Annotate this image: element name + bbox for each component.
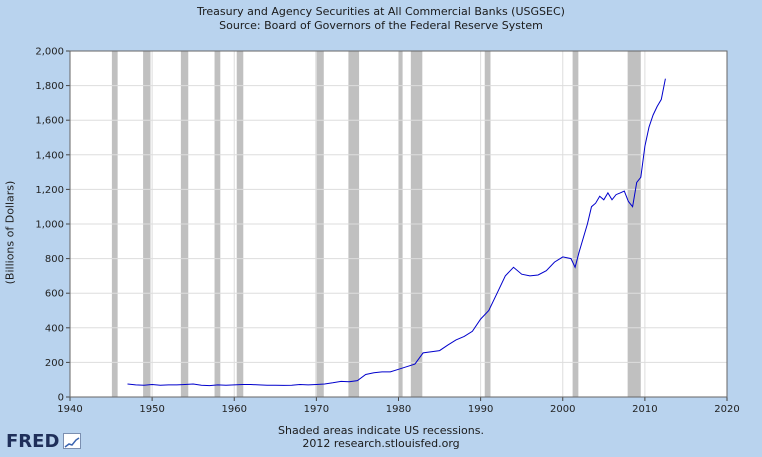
y-tick-label: 400 xyxy=(45,323,64,334)
x-tick-label: 1990 xyxy=(468,404,493,415)
y-tick-label: 1,400 xyxy=(35,150,64,161)
x-tick-label: 2000 xyxy=(550,404,575,415)
y-tick-label: 0 xyxy=(58,393,64,404)
chart-title: Treasury and Agency Securities at All Co… xyxy=(197,5,565,18)
x-tick-label: 2010 xyxy=(632,404,657,415)
x-tick-label: 1970 xyxy=(304,404,329,415)
fred-logo[interactable]: FRED xyxy=(6,430,82,452)
y-tick-label: 1,200 xyxy=(35,185,64,196)
source-credit: 2012 research.stlouisfed.org xyxy=(302,437,460,450)
y-tick-label: 1,600 xyxy=(35,116,64,127)
x-tick-label: 1980 xyxy=(386,404,411,415)
y-tick-label: 200 xyxy=(45,358,64,369)
grid xyxy=(70,51,727,397)
x-tick-label: 1960 xyxy=(222,404,247,415)
x-tick-label: 1940 xyxy=(57,404,82,415)
y-tick-label: 2,000 xyxy=(35,47,64,58)
y-tick-label: 1,000 xyxy=(35,220,64,231)
chart-icon xyxy=(63,433,82,449)
series-lines xyxy=(127,78,666,387)
x-tick-label: 1950 xyxy=(139,404,164,415)
y-tick-label: 1,800 xyxy=(35,81,64,92)
chart-subtitle: Source: Board of Governors of the Federa… xyxy=(219,19,543,32)
y-axis-label: (Billions of Dollars) xyxy=(3,180,17,285)
y-tick-label: 600 xyxy=(45,289,64,300)
axes: 1940 1950 1960 1970 1980 1990 2000 2010 2020 0 200… xyxy=(35,47,739,416)
series-line-1 xyxy=(127,78,666,387)
x-tick-label: 2020 xyxy=(714,404,739,415)
recession-footnote: Shaded areas indicate US recessions. xyxy=(278,424,484,437)
y-tick-label: 800 xyxy=(45,254,64,265)
plot-border xyxy=(69,50,728,398)
fred-logo-text: FRED xyxy=(6,430,60,452)
